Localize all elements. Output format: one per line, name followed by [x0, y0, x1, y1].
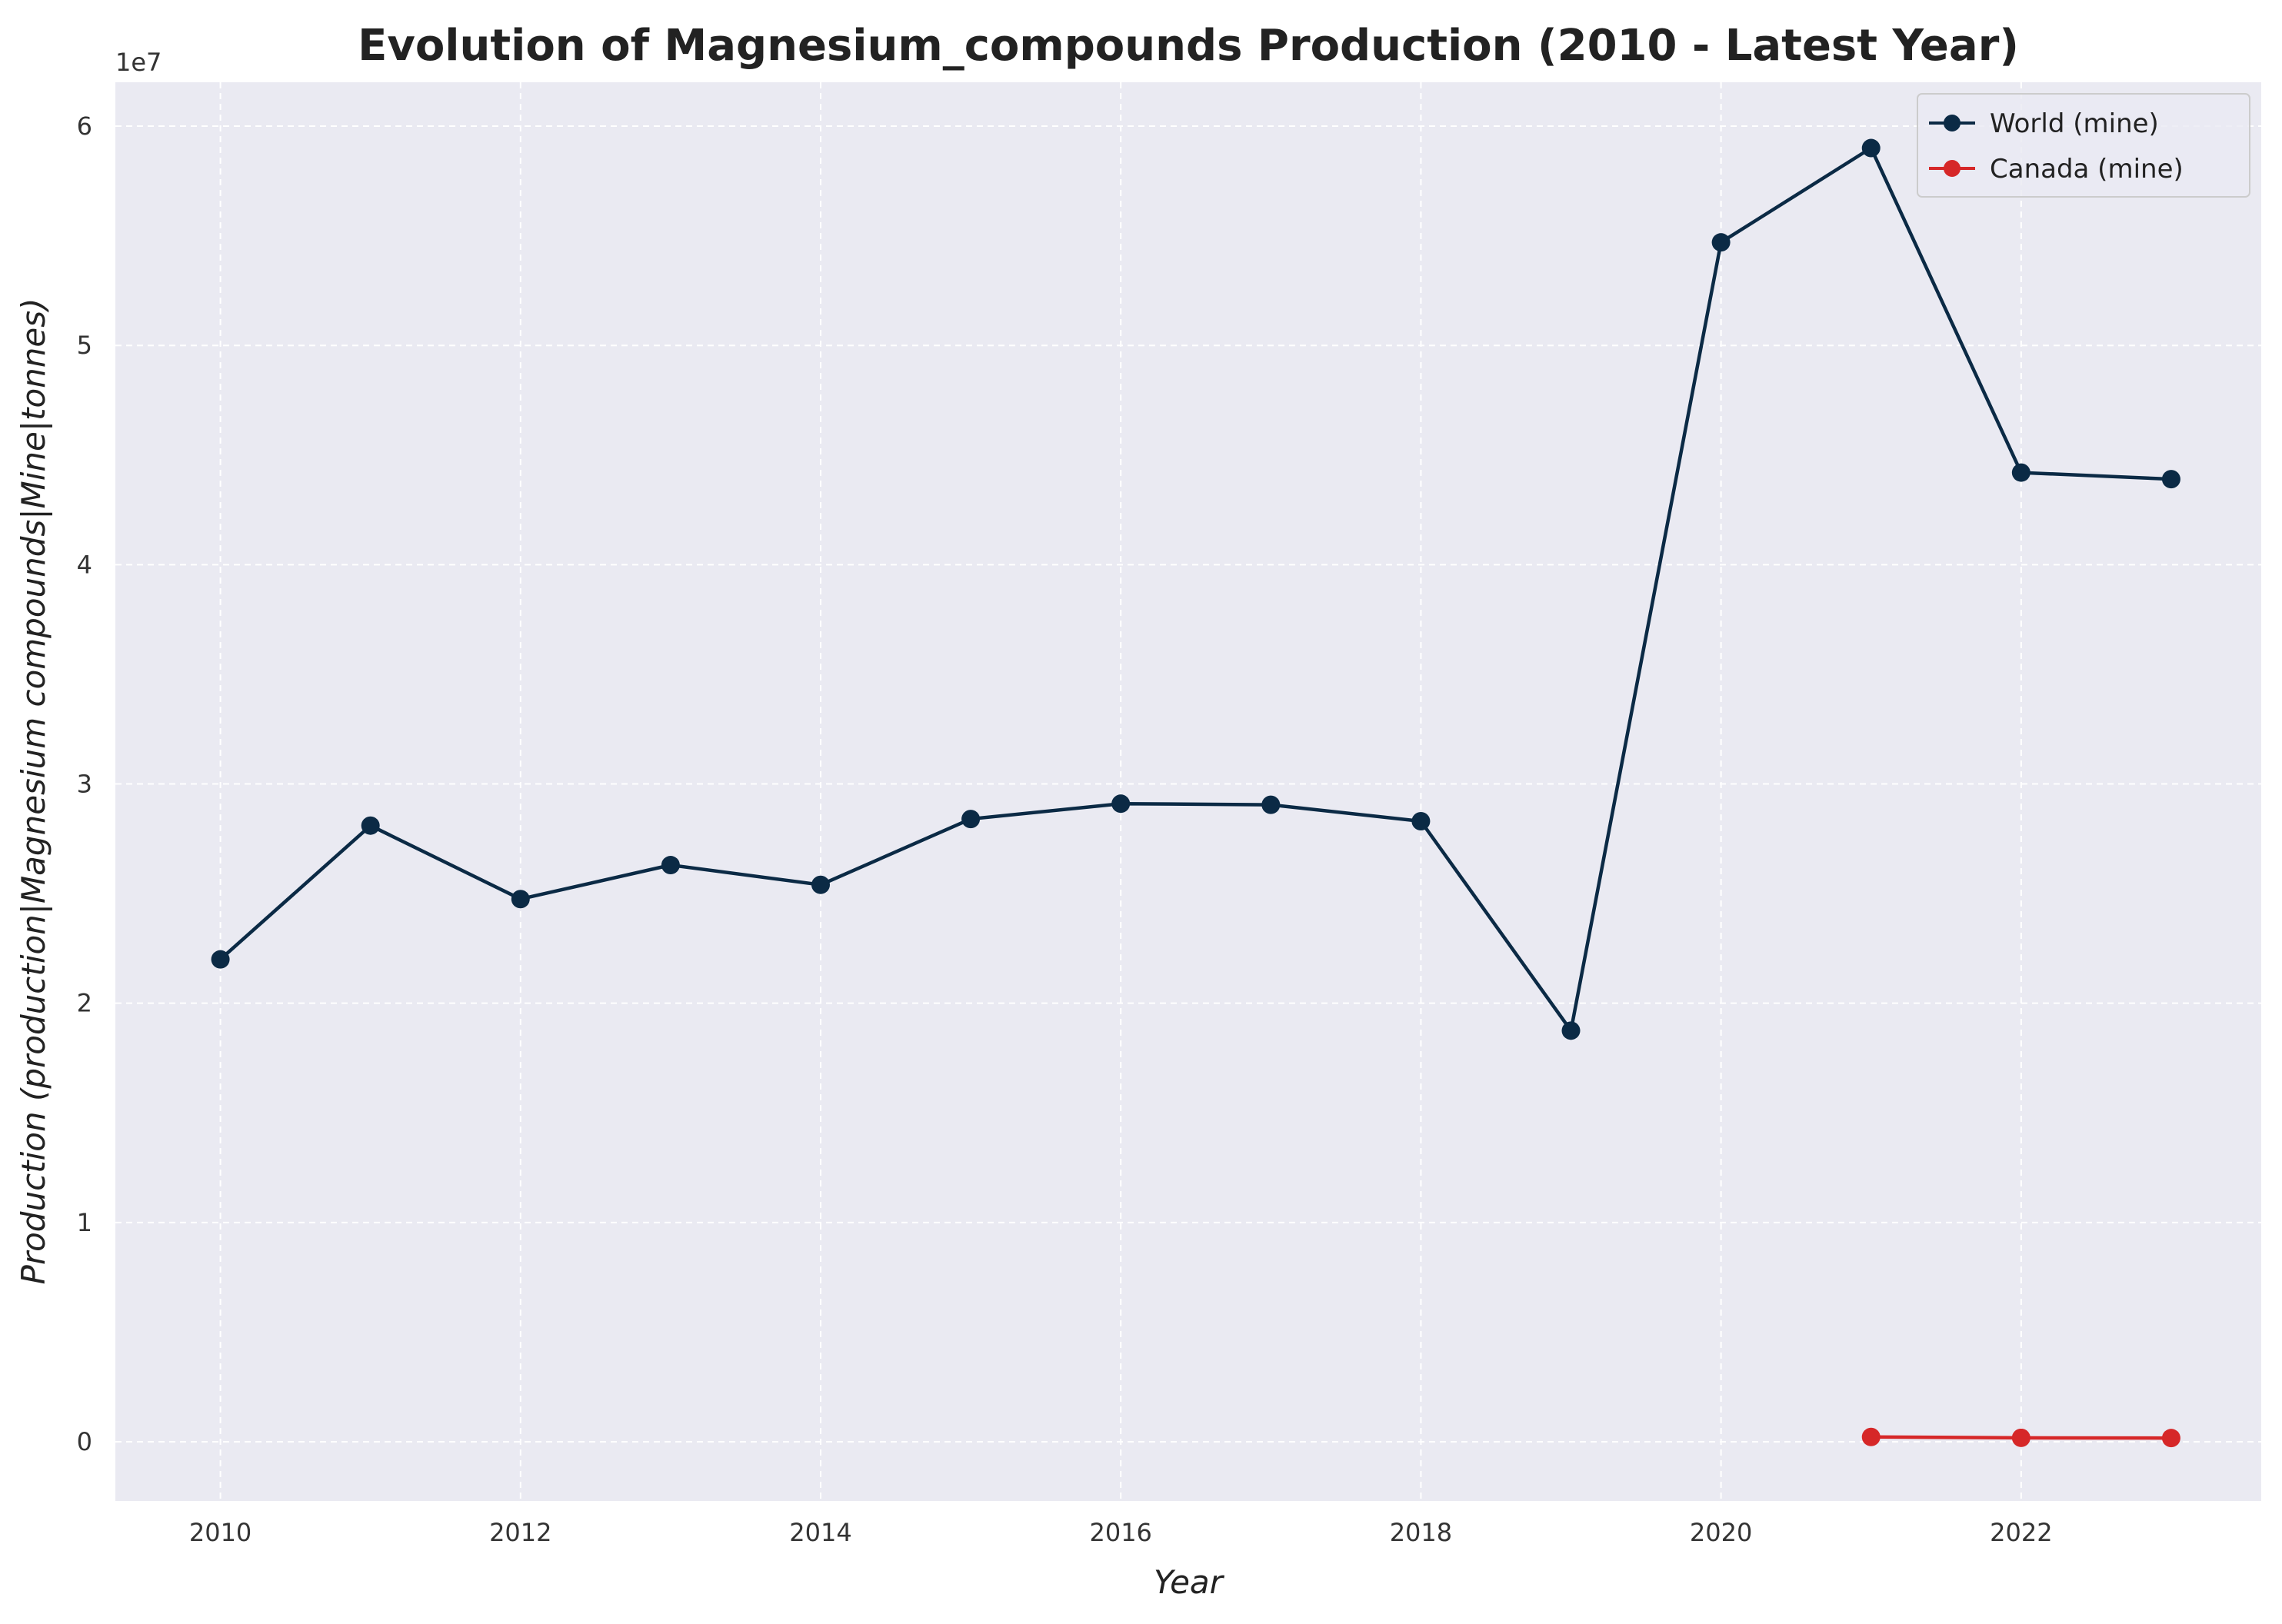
x-tick-label: 2020	[1690, 1518, 1752, 1547]
legend-label-world: World (mine)	[1990, 108, 2159, 139]
data-point	[2161, 470, 2180, 489]
series-layer	[211, 138, 2180, 1448]
x-tick-label: 2018	[1390, 1518, 1452, 1547]
data-point	[211, 950, 230, 969]
x-tick-label: 2016	[1089, 1518, 1151, 1547]
data-point	[1261, 795, 1281, 814]
x-tick-label: 2014	[789, 1518, 851, 1547]
x-tick-label: 2022	[1990, 1518, 2052, 1547]
y-tick-label: 6	[77, 111, 92, 141]
data-point	[1111, 794, 1131, 814]
grid	[115, 82, 2261, 1501]
data-point	[1411, 811, 1431, 830]
data-point	[2011, 463, 2030, 482]
data-point	[1861, 1427, 1881, 1446]
legend-label-canada: Canada (mine)	[1990, 154, 2184, 185]
legend-marker-canada	[1944, 160, 1961, 177]
data-point	[2011, 1428, 2030, 1447]
y-ticks: 0 1 2 3 4 5 6	[77, 111, 92, 1456]
legend-frame	[1917, 93, 2250, 198]
legend-marker-world	[1944, 115, 1961, 131]
data-point	[1711, 233, 1731, 252]
chart-title: Evolution of Magnesium_compounds Product…	[358, 21, 2019, 71]
series-line-0	[219, 146, 2171, 1033]
offset-label: 1e7	[115, 48, 162, 77]
x-axis-label: Year	[1154, 1563, 1225, 1601]
data-point	[661, 856, 680, 875]
data-point	[1861, 138, 1881, 158]
y-tick-label: 1	[77, 1208, 92, 1237]
y-tick-label: 5	[77, 331, 92, 360]
y-axis-label: Production (production|Magnesium compoun…	[15, 298, 52, 1285]
y-tick-label: 3	[77, 770, 92, 799]
data-point	[2161, 1429, 2180, 1448]
data-point	[1561, 1021, 1581, 1040]
data-point	[361, 816, 380, 835]
y-tick-label: 0	[77, 1427, 92, 1456]
y-tick-label: 2	[77, 989, 92, 1018]
x-tick-label: 2010	[189, 1518, 252, 1547]
x-tick-label: 2012	[489, 1518, 551, 1547]
y-tick-label: 4	[77, 550, 92, 579]
data-point	[811, 875, 830, 894]
x-ticks: 2010 2012 2014 2016 2018 2020 2022	[189, 1518, 2053, 1547]
data-point	[511, 890, 530, 909]
plot-area	[115, 82, 2261, 1501]
data-point	[961, 810, 981, 829]
legend: World (mine) Canada (mine)	[1917, 93, 2250, 198]
